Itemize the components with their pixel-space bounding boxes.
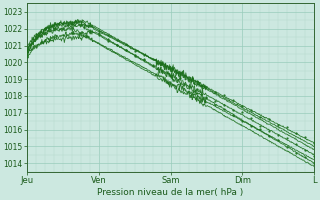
- X-axis label: Pression niveau de la mer( hPa ): Pression niveau de la mer( hPa ): [97, 188, 244, 197]
